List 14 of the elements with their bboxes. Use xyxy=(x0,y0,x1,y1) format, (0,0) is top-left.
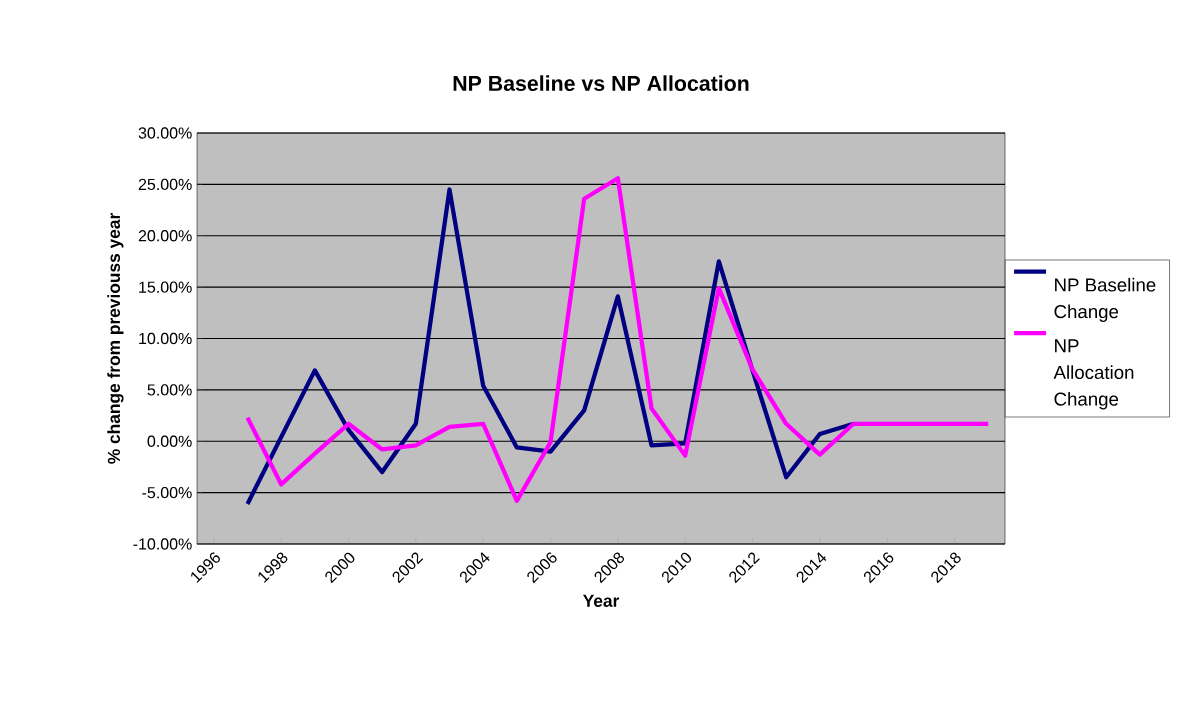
y-tick-label: 15.00% xyxy=(139,281,192,293)
y-tick-label: -5.00% xyxy=(142,486,192,499)
text: NP Baseline Change xyxy=(1054,277,1156,322)
y-axis-title: % change from previouss year xyxy=(107,213,124,464)
y-tick-label: -10.00% xyxy=(133,538,192,550)
chart-title: NP Baseline vs NP Allocation xyxy=(453,75,749,91)
y-tick-label: 25.00% xyxy=(138,178,192,191)
y-tick-label: 10.00% xyxy=(139,332,192,345)
y-tick-label: 20.00% xyxy=(138,230,192,242)
text: NP Allocation Change xyxy=(1053,339,1134,410)
y-tick-label: 5.00% xyxy=(147,384,192,396)
x-axis-title: Year xyxy=(582,594,620,607)
y-tick-label: 0.00% xyxy=(147,435,192,447)
y-tick-label: 30.00% xyxy=(138,127,192,139)
